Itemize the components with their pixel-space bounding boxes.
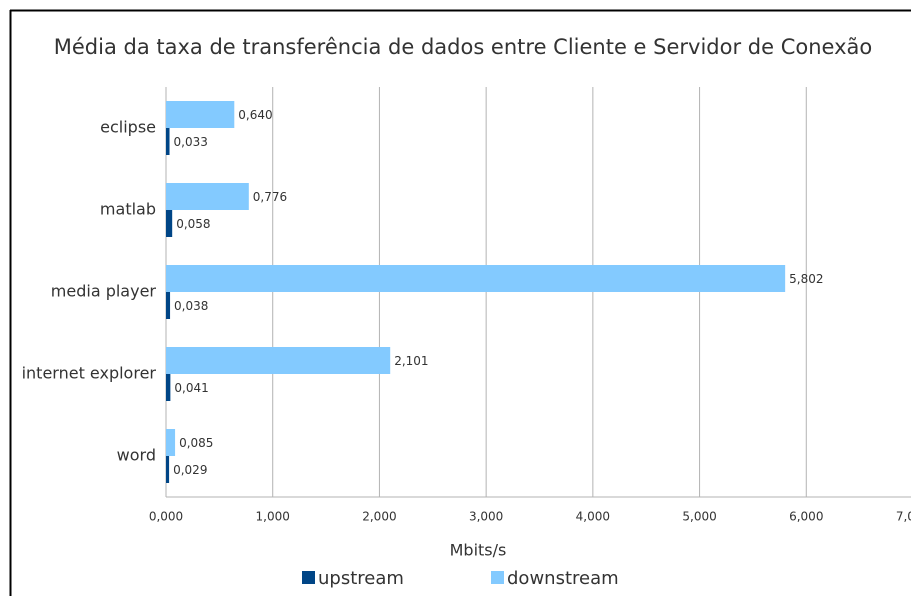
bar (166, 210, 173, 237)
legend-swatch (302, 571, 315, 584)
bar (166, 429, 176, 456)
chart-title: Média da taxa de transferência de dados … (54, 35, 872, 59)
x-tick-label: 2,000 (362, 510, 396, 524)
value-label: 5,802 (789, 272, 823, 286)
bar (166, 101, 235, 128)
x-axis-title: Mbits/s (450, 541, 507, 560)
legend-label: downstream (507, 568, 619, 589)
x-tick-label: 7,000 (896, 510, 911, 524)
value-label: 0,776 (253, 190, 287, 204)
y-tick-label: matlab (100, 200, 156, 219)
value-label: 0,038 (174, 299, 208, 313)
bar (166, 183, 249, 210)
x-tick-label: 0,000 (149, 510, 183, 524)
y-tick-label: eclipse (100, 118, 156, 137)
value-label: 0,085 (179, 436, 213, 450)
x-tick-label: 6,000 (789, 510, 823, 524)
value-label: 0,041 (174, 381, 208, 395)
y-tick-label: internet explorer (22, 364, 157, 383)
y-tick-label: media player (51, 282, 157, 301)
value-label: 2,101 (394, 354, 428, 368)
x-tick-label: 5,000 (682, 510, 716, 524)
bar (166, 374, 171, 401)
x-tick-label: 3,000 (469, 510, 503, 524)
legend-label: upstream (318, 568, 404, 589)
bar (166, 456, 170, 483)
bar (166, 128, 170, 155)
value-label: 0,029 (173, 463, 207, 477)
legend-swatch (491, 571, 504, 584)
value-label: 0,640 (238, 108, 272, 122)
x-tick-label: 1,000 (256, 510, 290, 524)
y-tick-label: word (117, 446, 156, 465)
bar (166, 347, 391, 374)
bar (166, 292, 171, 319)
value-label: 0,033 (174, 135, 208, 149)
bar (166, 265, 786, 292)
value-label: 0,058 (176, 217, 210, 231)
x-tick-label: 4,000 (576, 510, 610, 524)
